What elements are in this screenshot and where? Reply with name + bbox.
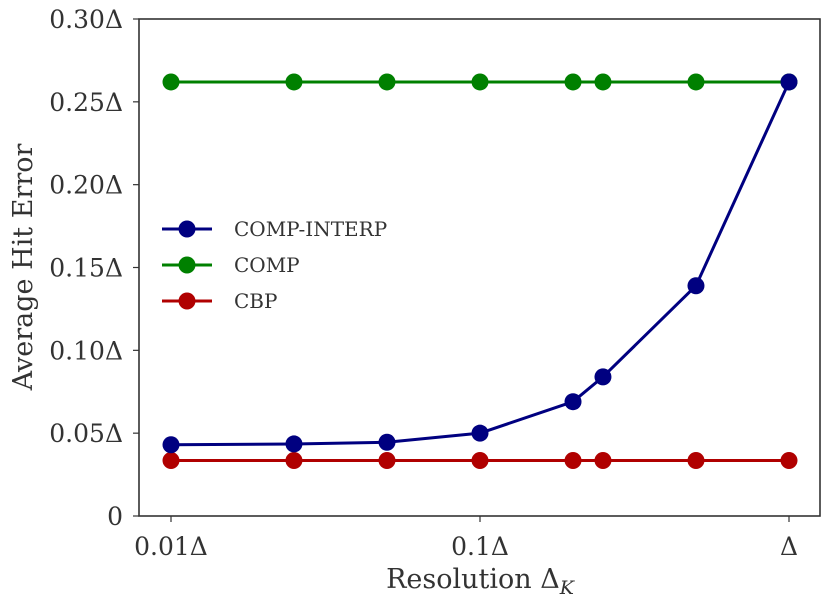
legend-marker-comp bbox=[178, 256, 196, 274]
data-point-comp-5 bbox=[594, 73, 612, 91]
data-point-comp-4 bbox=[564, 73, 582, 91]
data-point-comp-interp-2 bbox=[378, 433, 396, 451]
data-point-comp-interp-7 bbox=[780, 73, 798, 91]
y-tick-label-0: 0 bbox=[107, 502, 123, 531]
series-comp-interp bbox=[162, 73, 798, 454]
data-point-comp-1 bbox=[285, 73, 303, 91]
legend-marker-cbp bbox=[178, 292, 196, 310]
y-tick-label-3: 0.15Δ bbox=[49, 254, 123, 283]
data-point-comp-2 bbox=[378, 73, 396, 91]
series-layer bbox=[162, 73, 798, 470]
data-point-cbp-4 bbox=[564, 452, 582, 470]
data-point-comp-interp-3 bbox=[471, 424, 489, 442]
legend: COMP-INTERP COMP CBP bbox=[162, 217, 387, 313]
x-tick-label-0: 0.01Δ bbox=[134, 532, 208, 561]
y-tick-label-1: 0.05Δ bbox=[49, 419, 123, 448]
x-axis-ticks: 0.01Δ 0.1Δ Δ bbox=[134, 516, 798, 561]
x-axis-label: Resolution ΔK bbox=[386, 564, 576, 599]
data-point-comp-interp-1 bbox=[285, 435, 303, 453]
legend-label-comp: COMP bbox=[234, 253, 300, 277]
y-tick-label-6: 0.30Δ bbox=[49, 5, 123, 34]
x-axis-label-subscript: K bbox=[559, 577, 576, 599]
data-point-cbp-5 bbox=[594, 452, 612, 470]
data-point-cbp-6 bbox=[687, 452, 705, 470]
x-tick-label-1: 0.1Δ bbox=[451, 532, 509, 561]
series-line-comp-interp bbox=[170, 81, 791, 447]
data-point-cbp-1 bbox=[285, 452, 303, 470]
data-point-comp-3 bbox=[471, 73, 489, 91]
data-point-comp-6 bbox=[687, 73, 705, 91]
data-point-comp-0 bbox=[162, 73, 180, 91]
series-cbp bbox=[162, 452, 798, 470]
data-point-cbp-3 bbox=[471, 452, 489, 470]
y-tick-label-4: 0.20Δ bbox=[49, 171, 123, 200]
x-tick-label-2: Δ bbox=[780, 532, 798, 561]
data-point-cbp-0 bbox=[162, 452, 180, 470]
data-point-comp-interp-5 bbox=[594, 368, 612, 386]
data-point-cbp-2 bbox=[378, 452, 396, 470]
data-point-comp-interp-6 bbox=[687, 277, 705, 295]
y-tick-label-2: 0.10Δ bbox=[49, 336, 123, 365]
legend-label-comp-interp: COMP-INTERP bbox=[234, 217, 387, 241]
data-point-comp-interp-4 bbox=[564, 393, 582, 411]
y-axis-label: Average Hit Error bbox=[8, 144, 39, 392]
legend-label-cbp: CBP bbox=[234, 289, 277, 313]
legend-marker-comp-interp bbox=[178, 220, 196, 238]
data-point-comp-interp-0 bbox=[162, 436, 180, 454]
y-tick-label-5: 0.25Δ bbox=[49, 88, 123, 117]
data-point-cbp-7 bbox=[780, 452, 798, 470]
y-axis-ticks: 0 0.05Δ 0.10Δ 0.15Δ 0.20Δ 0.25Δ 0.30Δ bbox=[49, 5, 139, 531]
x-axis-label-main: Resolution Δ bbox=[386, 564, 560, 595]
